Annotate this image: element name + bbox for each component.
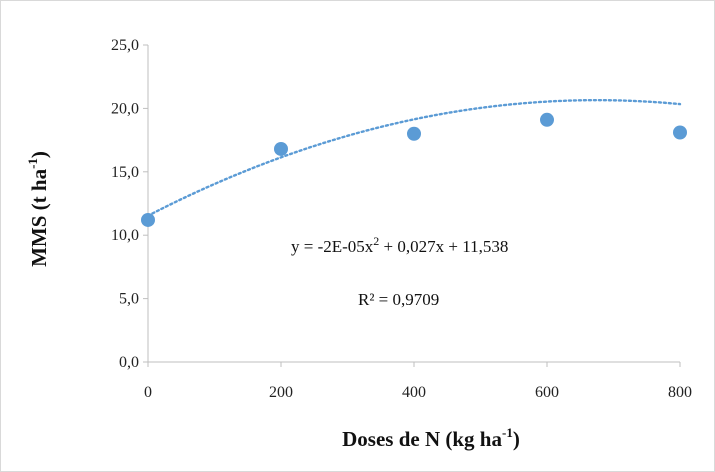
x-tick-label: 400: [402, 384, 426, 401]
x-axis-ticks: 0 200 400 600 800: [144, 362, 692, 401]
data-point: [274, 141, 288, 156]
y-axis-ticks: 0,0 5,0 10,0 15,0 20,0 25,0: [111, 37, 148, 371]
x-axis-title: Doses de N (kg ha-1): [342, 425, 520, 451]
data-point: [540, 112, 554, 127]
y-tick-label: 25,0: [111, 37, 139, 54]
y-tick-label: 20,0: [111, 100, 139, 117]
data-points: [141, 112, 687, 227]
x-tick-label: 200: [269, 384, 293, 401]
y-tick-label: 0,0: [119, 354, 139, 371]
y-tick-label: 15,0: [111, 164, 139, 181]
y-tick-label: 10,0: [111, 227, 139, 244]
x-tick-label: 0: [144, 384, 152, 401]
y-axis-title: MMS (t ha-1): [25, 151, 51, 267]
x-tick-label: 800: [668, 384, 692, 401]
trendline: [146, 98, 682, 217]
y-tick-label: 5,0: [119, 291, 139, 308]
r-squared-label: R² = 0,9709: [358, 290, 439, 309]
x-tick-label: 600: [535, 384, 559, 401]
data-point: [141, 212, 155, 227]
data-point: [673, 125, 687, 140]
data-point: [407, 126, 421, 141]
trendline-equation: y = -2E-05x2 + 0,027x + 11,538: [291, 234, 508, 256]
